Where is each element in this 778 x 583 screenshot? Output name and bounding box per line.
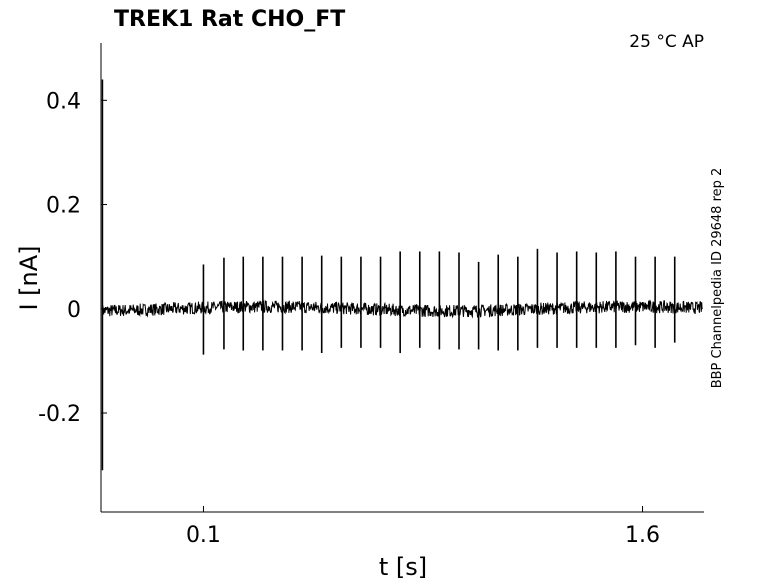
y-tick-label: 0 (67, 298, 81, 323)
condition-annotation: 25 °C AP (629, 32, 704, 52)
current-trace (101, 79, 703, 471)
x-tick-label: 1.6 (625, 523, 660, 548)
noise-trace (102, 299, 703, 319)
y-axis-label: I [nA] (15, 245, 43, 310)
y-tick-label: -0.2 (38, 402, 81, 427)
side-label: BBP Channelpedia ID 29648 rep 2 (710, 168, 725, 389)
x-axis-label: t [s] (379, 553, 427, 581)
y-tick-label: 0.4 (46, 89, 81, 114)
y-tick-label: 0.2 (46, 194, 81, 219)
chart-title: TREK1 Rat CHO_FT (114, 7, 345, 32)
axes (100, 43, 704, 513)
x-tick-label: 0.1 (186, 523, 221, 548)
tick-labels: 0.4 0.2 0 -0.2 0.1 1.6 (38, 89, 660, 548)
